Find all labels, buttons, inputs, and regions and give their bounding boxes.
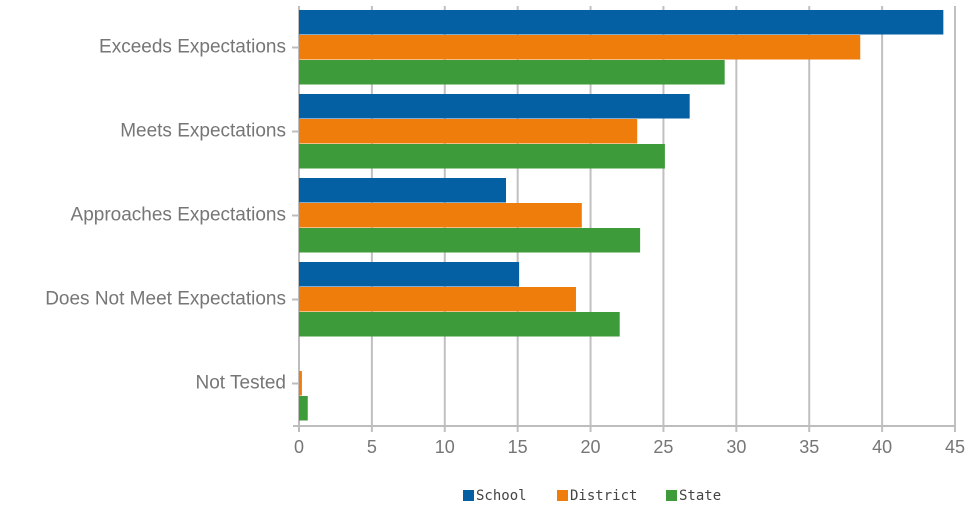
bar-state: [299, 228, 641, 253]
category-label: Exceeds Expectations: [99, 37, 286, 58]
bar-district: [299, 371, 302, 396]
bar-state: [299, 60, 725, 85]
x-tick-label: 45: [945, 437, 965, 457]
category-label: Meets Expectations: [120, 121, 286, 142]
category-label: Does Not Meet Expectations: [45, 289, 286, 310]
bar-school: [299, 10, 944, 35]
axes: 0 5 10 15 20 25 30 35 40 45 Exceeds Expectations Me…: [45, 37, 965, 457]
bar-district: [299, 119, 638, 144]
legend-swatch-district: [557, 490, 568, 501]
x-tick-label: 40: [872, 437, 892, 457]
legend: School District State: [463, 488, 721, 504]
bar-district: [299, 203, 582, 228]
x-tick-label: 20: [581, 437, 601, 457]
category-label: Not Tested: [196, 373, 286, 394]
bar-state: [299, 312, 620, 337]
x-tick-label: 5: [367, 437, 377, 457]
x-tick-label: 30: [726, 437, 746, 457]
category-label: Approaches Expectations: [71, 205, 286, 226]
bar-district: [299, 35, 861, 60]
x-tick-label: 10: [435, 437, 455, 457]
legend-label-district: District: [570, 488, 637, 504]
legend-swatch-state: [666, 490, 677, 501]
bar-district: [299, 287, 576, 312]
x-tick-label: 0: [294, 437, 304, 457]
legend-swatch-school: [463, 490, 474, 501]
bar-school: [299, 178, 507, 203]
legend-label-state: State: [679, 488, 721, 504]
x-tick-label: 15: [508, 437, 528, 457]
bar-state: [299, 144, 665, 169]
bar-state: [299, 396, 308, 421]
bar-school: [299, 262, 520, 287]
x-tick-label: 35: [799, 437, 819, 457]
legend-label-school: School: [476, 488, 527, 504]
bars: [299, 10, 944, 421]
x-tick-label: 25: [653, 437, 673, 457]
bar-school: [299, 94, 690, 119]
